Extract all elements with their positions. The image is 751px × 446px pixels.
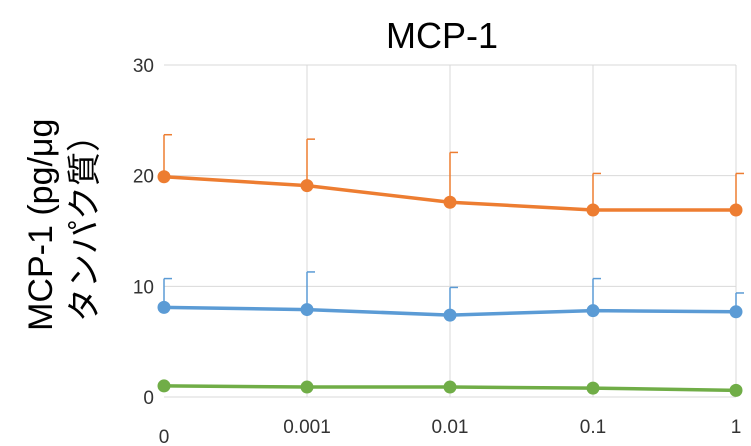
x-tick-label-4: 1 xyxy=(731,417,742,438)
series-2-point-2 xyxy=(443,380,457,394)
y-tick-label-2: 20 xyxy=(133,167,154,188)
y-axis-ticks: 0 10 20 30 xyxy=(133,56,154,409)
series-1-point-4 xyxy=(729,305,743,319)
series-0 xyxy=(157,133,744,217)
y-axis-label-line-1: MCP-1 (pg/μg xyxy=(22,119,60,331)
y-tick-label-1: 10 xyxy=(133,277,154,298)
x-tick-label-2: 0.01 xyxy=(432,417,469,438)
y-axis-label-line-2: タンパク質） xyxy=(66,118,104,322)
gridlines xyxy=(164,64,737,398)
x-tick-label-3: 0.1 xyxy=(580,417,606,438)
series-1 xyxy=(157,271,744,322)
series-0-point-4 xyxy=(729,203,743,217)
series-0-point-0 xyxy=(157,170,171,184)
series-1-point-0 xyxy=(157,300,171,314)
series-0-point-1 xyxy=(300,179,314,193)
x-tick-label-0: 0 xyxy=(159,427,170,446)
x-tick-label-1: 0.001 xyxy=(283,417,331,438)
series-1-point-2 xyxy=(443,308,457,322)
series-0-point-3 xyxy=(586,203,600,217)
x-axis-ticks: 0 0.001 0.01 0.1 1 xyxy=(159,417,742,446)
series-group xyxy=(157,133,744,397)
series-2-point-4 xyxy=(729,383,743,397)
chart-title: MCP-1 xyxy=(386,15,498,56)
y-tick-label-3: 30 xyxy=(133,56,154,77)
series-1-point-3 xyxy=(586,304,600,318)
series-2-point-1 xyxy=(300,380,314,394)
series-2 xyxy=(157,379,743,397)
y-tick-label-0: 0 xyxy=(143,388,154,409)
series-2-point-3 xyxy=(586,381,600,395)
series-0-point-2 xyxy=(443,195,457,209)
series-2-point-0 xyxy=(157,379,171,393)
y-axis-label: MCP-1 (pg/μg タンパク質） xyxy=(22,109,104,331)
series-1-point-1 xyxy=(300,303,314,317)
